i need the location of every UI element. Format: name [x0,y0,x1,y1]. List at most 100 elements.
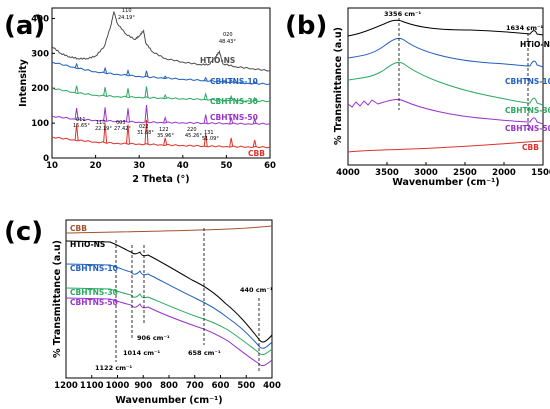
panel-a-x-tick-label: 30 [133,161,145,171]
panel-b-ylabel: % Transmittance (a.u) [333,27,344,145]
panel-c-xlabel: Wavenumber (cm⁻¹) [115,395,222,406]
panel-b-annotation: 1634 cm⁻¹ [506,24,543,32]
panel-b-series-label: CBHTNS-30 [505,106,550,115]
panel-a-y-tick-label: 300 [31,49,49,59]
panel-a-peak [144,70,149,77]
panel-b-x-tick-label: 2500 [453,168,477,178]
peak-angle: 35.96° [157,133,174,139]
peak-index: 011 [76,117,86,123]
panel-c-x-tick-label: 400 [263,381,281,391]
panel-c-series-label: CBHTNS-50 [70,298,118,307]
panel-a-peak [144,86,149,98]
panel-a-peak [103,66,108,74]
panel-a-y-tick-label: 200 [31,84,49,94]
panel-c-series-htio [65,240,273,343]
panel-a: (a) 10 20 30 40 50 60 0 100 200 300 400 2 Theta (°… [4,7,276,185]
panel-b-x-tick-label: 4000 [336,168,360,178]
panel-a-peak [126,124,130,144]
panel-a-peak [163,115,168,123]
peak-index: 022 [139,124,149,130]
panel-b-series-cbhtns50 [347,98,544,125]
panel-a-peak [252,139,257,148]
panel-a-peak [229,137,234,147]
panel-a-series-label: CBHTNS-50 [210,113,258,122]
panel-a-peak [74,124,79,141]
panel-b-series-htio [347,19,544,37]
panel-a-peak [163,93,168,99]
panel-a-ticks: 10 20 30 40 50 60 0 100 200 300 400 [31,14,276,171]
panel-a-series-line [51,11,271,72]
panel-b-xlabel: Wavenumber (cm⁻¹) [392,177,499,188]
panel-c-series-label: CBB [70,224,87,233]
panel-b-series-cbhtns30 [347,61,544,106]
panel-a-x-tick-label: 20 [90,161,102,171]
panel-a-peak [103,107,108,121]
panel-a-x-tick-label: 10 [46,161,58,171]
panel-a-series-label: CBHTNS-30 [210,97,258,106]
panel-a-peak [229,94,234,101]
panel-c-annotation: 906 cm⁻¹ [137,334,170,342]
peak-index: 131 [204,130,214,136]
panel-a-peak [74,62,79,69]
panel-a-peak [144,119,149,145]
peak-index: 110 [96,120,106,126]
peak-index: 003 [116,120,126,126]
panel-a-peak [252,96,257,102]
panel-b-series-cbb [347,140,544,153]
panel-a-peak [74,85,79,93]
panel-c-series-cbhtns30 [65,287,273,356]
panel-a-frame [51,7,271,159]
panel-a-peak [126,88,130,97]
panel-c-annotation: 440 cm⁻¹ [240,286,273,294]
panel-a-series-line [51,115,271,125]
panel-a-peak [203,114,208,124]
peak-angle: 15.65° [73,123,90,129]
panel-c-annotation: 1014 cm⁻¹ [123,349,160,357]
panel-a-x-tick-label: 50 [220,161,232,171]
panel-b-label: (b) [285,11,327,41]
panel-b-annotation: 3356 cm⁻¹ [384,10,421,18]
panel-a-x-tick-label: 60 [264,161,276,171]
panel-a-peak [252,117,257,124]
panel-c-series-cbhtns50 [65,297,273,367]
panel-b-series-label: CBB [522,143,539,152]
panel-c-label: (c) [4,217,43,247]
panel-c-series-label: HTiO-NS [70,240,105,249]
peak-angle: 48.43° [219,39,236,45]
peak-index: 020 [223,32,233,38]
panel-c-x-tick-label: 700 [186,381,204,391]
panel-a-y-tick-label: 100 [31,119,49,129]
panel-b-x-tick-label: 3500 [375,168,399,178]
panel-c-x-tick-label: 800 [160,381,178,391]
panel-c-series-label: CBHTNS-10 [70,264,118,273]
panel-a-peak [103,123,108,143]
panel-b-ticks: 4000 3500 3000 2500 2000 1500 [336,162,550,178]
panel-a-peak [203,91,208,100]
panel-c-annotation: 658 cm⁻¹ [188,349,221,357]
peak-angle: 24.19° [118,15,135,21]
panel-a-series-line [51,136,271,149]
panel-a-series-label: CBB [248,149,265,158]
panel-c: (c) 1200 1100 1000 900 800 700 600 500 400 1122 … [4,217,281,406]
panel-a-ylabel: Intensity [18,58,29,106]
panel-a-series-line [51,87,271,103]
panel-b-series-label: CBHTNS-10 [505,77,550,86]
panel-a-peak [203,76,208,81]
panel-a-cbb-peaks [74,62,257,148]
panel-c-series-label: CBHTNS-30 [70,288,118,297]
panel-b-frame [347,7,544,166]
panel-a-peak [126,68,130,76]
panel-b-x-tick-label: 2000 [492,168,516,178]
panel-b-series-label: HTiO-NS [520,40,550,49]
panel-c-ylabel: % Transmittance (a.u) [52,240,63,358]
panel-a-peak [103,87,108,96]
panel-a-peak [163,75,168,79]
panel-a-y-tick-label: 400 [31,14,49,24]
panel-a-peak [126,108,130,122]
panel-a-peak [144,105,149,123]
panel-c-x-tick-label: 1000 [106,381,130,391]
panel-a-peak [74,108,79,120]
panel-a-series-label: HTiO-NS [200,56,235,65]
panel-c-series-cbb [65,225,273,234]
